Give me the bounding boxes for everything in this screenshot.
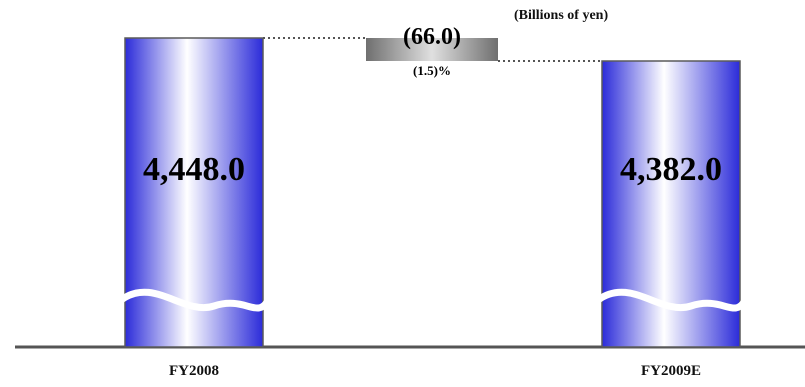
bar-fy2008 bbox=[124, 37, 264, 348]
axis-break-fy2008 bbox=[117, 288, 271, 312]
change-value-label: (66.0) bbox=[403, 24, 461, 50]
change-box bbox=[366, 38, 498, 61]
category-label-fy2009e: FY2009E bbox=[641, 363, 701, 379]
unit-label: (Billions of yen) bbox=[514, 8, 609, 23]
bar-value-label-fy2008: 4,448.0 bbox=[143, 151, 245, 188]
bar-value-label-fy2009e: 4,382.0 bbox=[620, 151, 722, 188]
bar-fy2009e bbox=[601, 60, 741, 348]
category-label-fy2008: FY2008 bbox=[169, 363, 219, 379]
change-percent-label: (1.5)% bbox=[413, 63, 451, 78]
axis-break-fy2009e bbox=[594, 288, 748, 312]
